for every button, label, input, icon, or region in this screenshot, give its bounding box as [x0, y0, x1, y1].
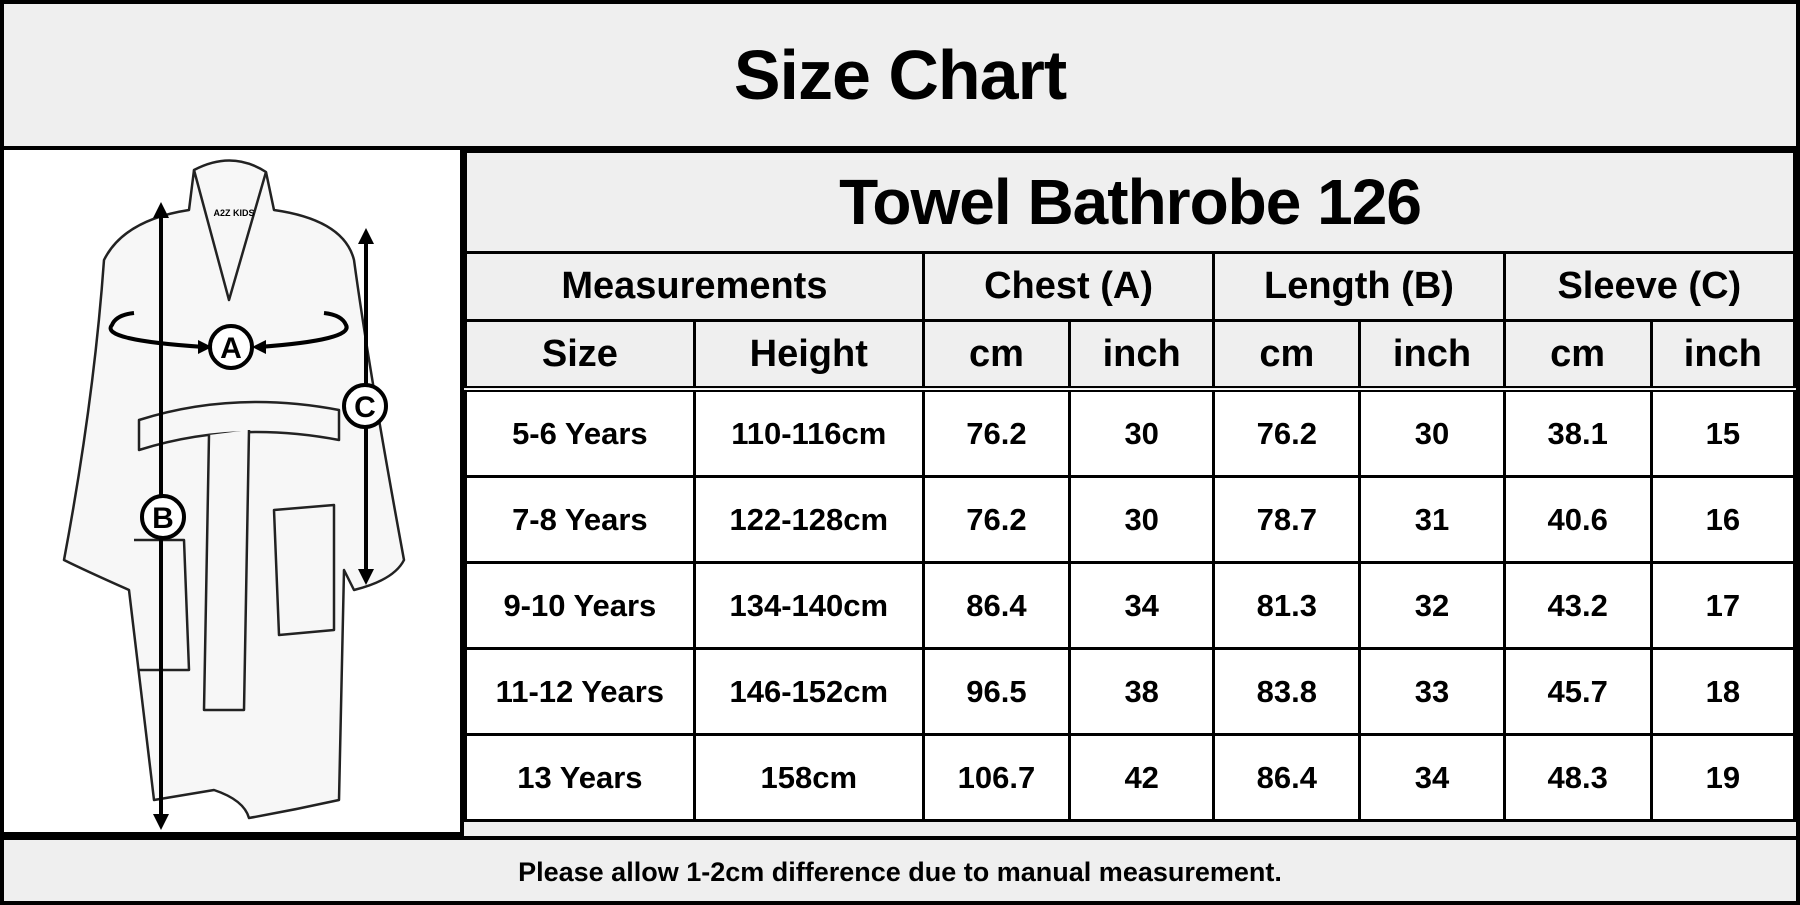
group-header: Measurements [464, 251, 925, 322]
table-cell: 7-8 Years [464, 475, 696, 564]
table-cell: 146-152cm [692, 647, 925, 736]
table-cell: 16 [1649, 475, 1797, 564]
table-row: 11-12 Years 146-152cm 96.5 38 83.8 33 45.7 18 [464, 647, 1797, 736]
table-cell: 17 [1649, 561, 1797, 650]
table-cell: 86.4 [1212, 733, 1362, 822]
table-cell: 38.1 [1502, 387, 1653, 478]
robe-collar [192, 169, 268, 302]
table-cell: 86.4 [921, 561, 1072, 650]
label-a: A [220, 332, 242, 365]
table-cell: 19 [1649, 733, 1797, 822]
group-header: Length (B) [1212, 251, 1506, 322]
column-header: cm [921, 319, 1072, 392]
logo-text: A2Z KIDS [213, 208, 254, 218]
table-cell: 106.7 [921, 733, 1072, 822]
label-c: C [354, 391, 376, 424]
column-header: Height [692, 319, 925, 392]
group-header: Chest (A) [921, 251, 1216, 322]
robe-belt [137, 400, 341, 452]
column-header: inch [1068, 319, 1216, 392]
table-row: 5-6 Years 110-116cm 76.2 30 76.2 30 38.1 15 [464, 387, 1797, 478]
table-cell: 33 [1358, 647, 1506, 736]
table-row: 9-10 Years 134-140cm 86.4 34 81.3 32 43.2 17 [464, 561, 1797, 650]
table-title: Towel Bathrobe 126 [464, 150, 1796, 254]
table-cell: 158cm [692, 733, 925, 822]
table-cell: 43.2 [1502, 561, 1653, 650]
column-header: inch [1649, 319, 1797, 392]
table-cell: 76.2 [921, 475, 1072, 564]
table-cell: 9-10 Years [464, 561, 696, 650]
column-header: Size [464, 319, 696, 392]
table-cell: 45.7 [1502, 647, 1653, 736]
table-cell: 48.3 [1502, 733, 1653, 822]
table-cell: 40.6 [1502, 475, 1653, 564]
column-header: inch [1358, 319, 1506, 392]
table-cell: 76.2 [1212, 387, 1362, 478]
robe-belt-tail [202, 429, 251, 712]
table-cell: 122-128cm [692, 475, 925, 564]
column-header: cm [1212, 319, 1362, 392]
table-cell: 31 [1358, 475, 1506, 564]
table-cell: 13 Years [464, 733, 696, 822]
table-cell: 30 [1068, 387, 1216, 478]
table-cell: 38 [1068, 647, 1216, 736]
column-header: cm [1502, 319, 1653, 392]
table-cell: 34 [1358, 733, 1506, 822]
table-cell: 18 [1649, 647, 1797, 736]
table-cell: 81.3 [1212, 561, 1362, 650]
table-row: 7-8 Years 122-128cm 76.2 30 78.7 31 40.6 16 [464, 475, 1797, 564]
table-cell: 134-140cm [692, 561, 925, 650]
table-cell: 11-12 Years [464, 647, 696, 736]
table-cell: 15 [1649, 387, 1797, 478]
table-cell: 78.7 [1212, 475, 1362, 564]
group-header: Sleeve (C) [1502, 251, 1797, 322]
table-cell: 83.8 [1212, 647, 1362, 736]
page-title: Size Chart [4, 4, 1796, 150]
table-cell: 32 [1358, 561, 1506, 650]
robe-pocket-right [272, 503, 336, 637]
table-cell: 30 [1358, 387, 1506, 478]
table-cell: 34 [1068, 561, 1216, 650]
table-cell: 110-116cm [692, 387, 925, 478]
table-cell: 76.2 [921, 387, 1072, 478]
footer-note: Please allow 1-2cm difference due to man… [4, 836, 1796, 905]
table-cell: 42 [1068, 733, 1216, 822]
table-cell: 5-6 Years [464, 387, 696, 478]
label-b: B [152, 502, 174, 535]
table-cell: 96.5 [921, 647, 1072, 736]
table-cell: 30 [1068, 475, 1216, 564]
bathrobe-diagram-panel: A2Z KIDS A B C [4, 150, 464, 836]
size-table: Towel Bathrobe 126 Measurements Chest (A… [464, 150, 1797, 822]
table-row: 13 Years 158cm 106.7 42 86.4 34 48.3 19 [464, 733, 1797, 822]
bathrobe-diagram: A2Z KIDS A B C [62, 159, 406, 830]
